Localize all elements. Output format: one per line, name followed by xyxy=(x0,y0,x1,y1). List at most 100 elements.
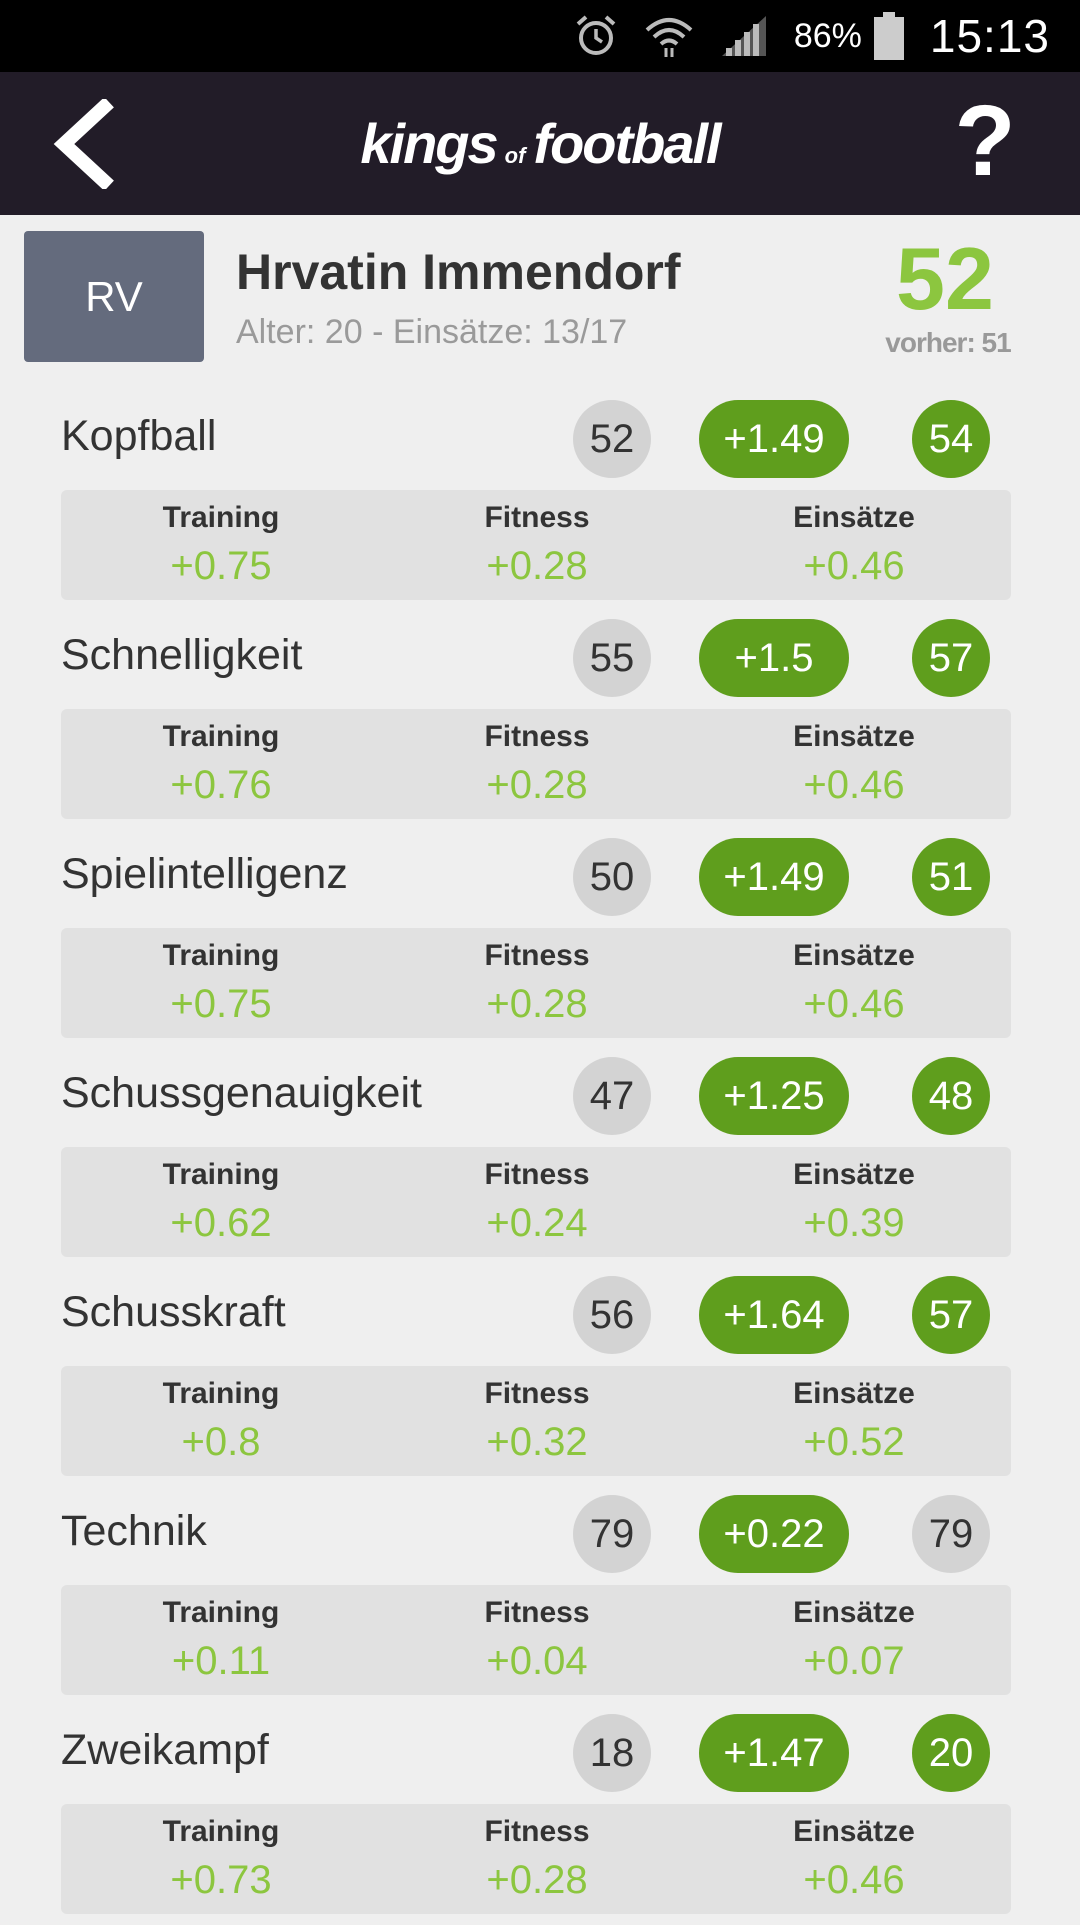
logo-word-kings: kings xyxy=(360,112,498,175)
fitness-label: Fitness xyxy=(484,939,590,972)
position-badge: RV xyxy=(24,231,204,362)
fitness-value: +0.28 xyxy=(486,1858,588,1902)
training-value: +0.11 xyxy=(171,1639,271,1683)
training-label: Training xyxy=(162,1158,280,1191)
attribute-header: Schussgenauigkeit 47 +1.25 48 xyxy=(0,1049,1080,1145)
einsaetze-value: +0.39 xyxy=(803,1201,905,1245)
player-header: RV Hrvatin Immendorf Alter: 20 - Einsätz… xyxy=(0,215,1080,375)
attribute-header: Schnelligkeit 55 +1.5 57 xyxy=(0,611,1080,707)
fitness-label: Fitness xyxy=(484,720,590,753)
back-button[interactable] xyxy=(34,94,134,194)
fitness-value: +0.04 xyxy=(486,1639,588,1683)
help-button[interactable]: ? xyxy=(954,85,1016,197)
training-label: Training xyxy=(162,501,280,534)
einsaetze-value: +0.46 xyxy=(803,544,905,588)
attribute-name: Kopfball xyxy=(61,412,217,460)
attribute-row: Schnelligkeit 55 +1.5 57 Training +0.76 … xyxy=(0,611,1080,830)
training-column: Training +0.73 xyxy=(111,1812,331,1908)
signal-icon xyxy=(720,14,768,58)
status-bar: 86% 15:13 xyxy=(0,0,1080,72)
attribute-breakdown: Training +0.73 Fitness +0.28 Einsätze +0… xyxy=(61,1804,1011,1914)
fitness-label: Fitness xyxy=(484,1596,590,1629)
einsaetze-value: +0.46 xyxy=(803,1858,905,1902)
app-logo: kings of football xyxy=(360,111,721,176)
new-value-badge: 57 xyxy=(912,619,990,697)
attribute-row: Zweikampf 18 +1.47 20 Training +0.73 Fit… xyxy=(0,1706,1080,1925)
new-value-badge: 48 xyxy=(912,1057,990,1135)
fitness-label: Fitness xyxy=(484,501,590,534)
fitness-column: Fitness +0.28 xyxy=(427,936,647,1032)
attribute-row: Technik 79 +0.22 79 Training +0.11 Fitne… xyxy=(0,1487,1080,1706)
back-arrow-icon xyxy=(53,99,114,189)
einsaetze-label: Einsätze xyxy=(793,1596,915,1629)
new-value-badge: 79 xyxy=(912,1495,990,1573)
training-label: Training xyxy=(162,720,280,753)
attribute-breakdown: Training +0.75 Fitness +0.28 Einsätze +0… xyxy=(61,928,1011,1038)
gain-badge: +0.22 xyxy=(699,1495,849,1573)
attribute-list: Kopfball 52 +1.49 54 Training +0.75 Fitn… xyxy=(0,392,1080,1925)
einsaetze-column: Einsätze +0.39 xyxy=(744,1155,964,1251)
attribute-header: Zweikampf 18 +1.47 20 xyxy=(0,1706,1080,1802)
training-label: Training xyxy=(162,1596,280,1629)
attribute-name: Technik xyxy=(61,1507,207,1555)
overall-rating: 52 xyxy=(896,229,994,328)
training-value: +0.8 xyxy=(181,1420,261,1464)
attribute-row: Spielintelligenz 50 +1.49 51 Training +0… xyxy=(0,830,1080,1049)
training-column: Training +0.75 xyxy=(111,936,331,1032)
einsaetze-column: Einsätze +0.46 xyxy=(744,498,964,594)
gain-badge: +1.64 xyxy=(699,1276,849,1354)
attribute-name: Schnelligkeit xyxy=(61,631,303,679)
training-label: Training xyxy=(162,1815,280,1848)
training-column: Training +0.8 xyxy=(111,1374,331,1470)
fitness-column: Fitness +0.32 xyxy=(427,1374,647,1470)
battery-icon xyxy=(873,12,904,60)
training-value: +0.75 xyxy=(170,544,272,588)
fitness-value: +0.24 xyxy=(486,1201,588,1245)
old-value-badge: 50 xyxy=(573,838,651,916)
attribute-breakdown: Training +0.8 Fitness +0.32 Einsätze +0.… xyxy=(61,1366,1011,1476)
gain-badge: +1.25 xyxy=(699,1057,849,1135)
einsaetze-label: Einsätze xyxy=(793,1377,915,1410)
einsaetze-label: Einsätze xyxy=(793,939,915,972)
einsaetze-value: +0.52 xyxy=(803,1420,905,1464)
attribute-header: Kopfball 52 +1.49 54 xyxy=(0,392,1080,488)
logo-word-of: of xyxy=(504,143,526,168)
einsaetze-value: +0.07 xyxy=(803,1639,905,1683)
gain-badge: +1.5 xyxy=(699,619,849,697)
fitness-column: Fitness +0.28 xyxy=(427,1812,647,1908)
attribute-row: Schussgenauigkeit 47 +1.25 48 Training +… xyxy=(0,1049,1080,1268)
attribute-row: Schusskraft 56 +1.64 57 Training +0.8 Fi… xyxy=(0,1268,1080,1487)
old-value-badge: 79 xyxy=(573,1495,651,1573)
fitness-column: Fitness +0.24 xyxy=(427,1155,647,1251)
fitness-column: Fitness +0.28 xyxy=(427,498,647,594)
attribute-header: Technik 79 +0.22 79 xyxy=(0,1487,1080,1583)
fitness-label: Fitness xyxy=(484,1815,590,1848)
attribute-breakdown: Training +0.76 Fitness +0.28 Einsätze +0… xyxy=(61,709,1011,819)
einsaetze-label: Einsätze xyxy=(793,501,915,534)
training-value: +0.62 xyxy=(170,1201,272,1245)
wifi-icon xyxy=(644,14,694,58)
attribute-name: Zweikampf xyxy=(61,1726,269,1774)
training-label: Training xyxy=(162,1377,280,1410)
attribute-breakdown: Training +0.11 Fitness +0.04 Einsätze +0… xyxy=(61,1585,1011,1695)
attribute-name: Schussgenauigkeit xyxy=(61,1069,422,1117)
new-value-badge: 20 xyxy=(912,1714,990,1792)
einsaetze-value: +0.46 xyxy=(803,982,905,1026)
einsaetze-column: Einsätze +0.46 xyxy=(744,1812,964,1908)
fitness-label: Fitness xyxy=(484,1158,590,1191)
training-value: +0.76 xyxy=(170,763,272,807)
new-value-badge: 51 xyxy=(912,838,990,916)
player-meta: Alter: 20 - Einsätze: 13/17 xyxy=(236,313,628,351)
attribute-name: Schusskraft xyxy=(61,1288,286,1336)
einsaetze-column: Einsätze +0.46 xyxy=(744,936,964,1032)
fitness-column: Fitness +0.28 xyxy=(427,717,647,813)
attribute-name: Spielintelligenz xyxy=(61,850,348,898)
gain-badge: +1.49 xyxy=(699,838,849,916)
attribute-breakdown: Training +0.62 Fitness +0.24 Einsätze +0… xyxy=(61,1147,1011,1257)
attribute-breakdown: Training +0.75 Fitness +0.28 Einsätze +0… xyxy=(61,490,1011,600)
einsaetze-value: +0.46 xyxy=(803,763,905,807)
fitness-value: +0.28 xyxy=(486,544,588,588)
fitness-value: +0.32 xyxy=(486,1420,588,1464)
einsaetze-label: Einsätze xyxy=(793,1158,915,1191)
old-value-badge: 18 xyxy=(573,1714,651,1792)
